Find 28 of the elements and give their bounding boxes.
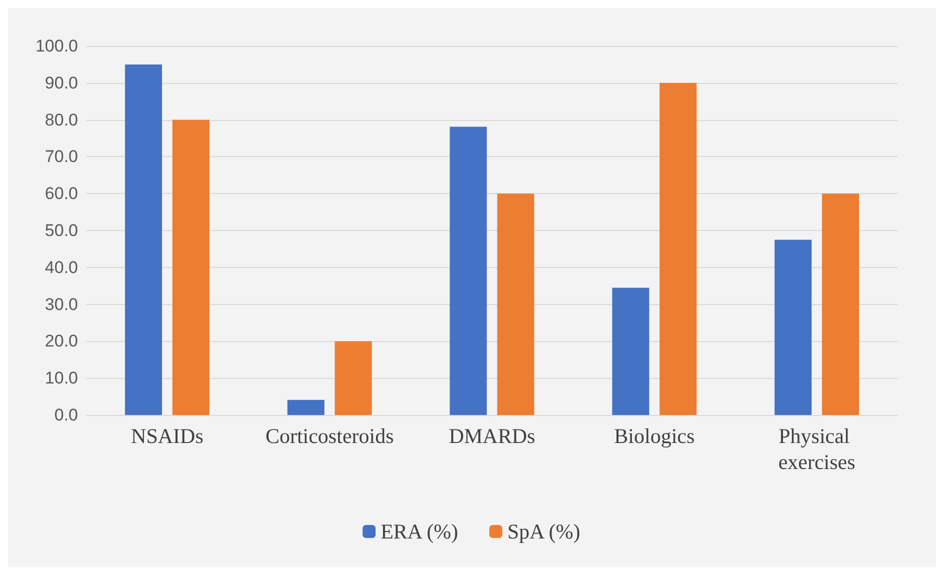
legend-label: ERA (%) xyxy=(380,520,458,544)
bar xyxy=(822,194,860,415)
x-tick-label: Physical exercises xyxy=(778,424,856,474)
bar xyxy=(612,288,650,415)
y-tick-label: 40.0 xyxy=(44,258,78,277)
bar xyxy=(660,82,697,415)
bar xyxy=(497,194,534,415)
bar xyxy=(172,120,210,415)
y-tick-label: 70.0 xyxy=(44,147,78,166)
bar xyxy=(450,126,487,415)
x-tick-label: Corticosteroids xyxy=(265,424,394,448)
y-tick-label: 50.0 xyxy=(44,221,78,240)
x-tick-label: DMARDs xyxy=(448,424,536,448)
y-tick-label: 0.0 xyxy=(54,406,78,424)
y-tick-label: 90.0 xyxy=(44,73,78,92)
bar xyxy=(287,400,324,415)
y-tick-label: 20.0 xyxy=(44,332,78,351)
bar xyxy=(774,240,812,415)
y-tick-label: 60.0 xyxy=(44,184,78,204)
y-tick-label: 10.0 xyxy=(44,368,78,388)
y-tick-label: 100.0 xyxy=(35,36,78,56)
bar xyxy=(124,64,162,415)
x-tick-label: Biologics xyxy=(614,424,695,448)
y-tick-label: 80.0 xyxy=(44,110,78,130)
bar xyxy=(334,341,372,415)
legend-label: SpA (%) xyxy=(507,520,580,544)
x-tick-label: NSAIDs xyxy=(131,424,204,448)
y-tick-label: 30.0 xyxy=(44,294,78,314)
